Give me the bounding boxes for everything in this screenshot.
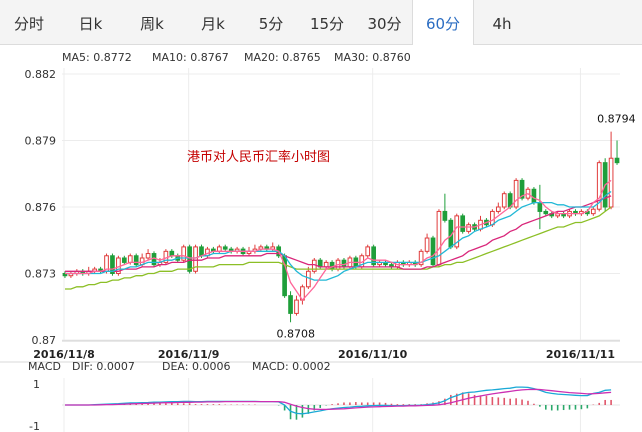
tab-7[interactable]: 60分	[412, 0, 474, 45]
tab-5[interactable]: 15分	[309, 15, 345, 33]
candle-body	[181, 246, 187, 261]
candle-body	[531, 188, 537, 204]
candle-body	[460, 215, 466, 232]
candle-body	[127, 255, 133, 263]
candlesticks	[62, 131, 620, 323]
price-chart: MA5: 0.8772 MA10: 0.8767 MA20: 0.8765 MA…	[0, 51, 642, 432]
date-label: 2016/11/8	[33, 348, 95, 361]
tab-3[interactable]: 月k	[201, 15, 225, 33]
price-tick-label: 0.882	[25, 68, 57, 81]
ma10-line	[65, 190, 612, 281]
macd-tick-label: 1	[33, 378, 40, 391]
period-tab-bar: 分时 日k 周k 月k 5分 15分 30分 60分 4h	[0, 0, 642, 45]
ma30-line	[65, 206, 612, 290]
date-label: 2016/11/9	[158, 348, 220, 361]
chart-overlay-title: 港币对人民币汇率小时图	[187, 149, 330, 165]
candle-body	[371, 246, 376, 266]
price-annotation: 0.8794	[597, 113, 636, 126]
date-label: 2016/11/11	[546, 348, 615, 361]
macd-legend-name: MACD	[28, 360, 61, 373]
tab-0[interactable]: 分时	[13, 15, 44, 33]
macd-panel	[62, 386, 620, 420]
price-tick-label: 0.873	[25, 268, 57, 281]
dea-legend-label: DEA: 0.0006	[162, 360, 230, 373]
macd-axis-ticks: 1 -1	[29, 378, 40, 432]
tab-1[interactable]: 日k	[78, 15, 103, 33]
price-axis-ticks: 0.882 0.879 0.876 0.873 0.87	[25, 68, 57, 347]
candle-body	[294, 299, 299, 314]
candle-body	[365, 246, 371, 257]
ma5-legend-label: MA5: 0.8772	[62, 51, 132, 64]
candle-body	[193, 246, 198, 272]
candle-body	[424, 237, 430, 252]
price-tick-label: 0.87	[32, 334, 57, 347]
chart-grid	[0, 68, 642, 432]
candle-body	[133, 255, 139, 266]
candle-body	[430, 237, 436, 266]
candle-body	[187, 246, 192, 272]
candle-body	[608, 157, 614, 208]
price-tick-label: 0.876	[25, 201, 57, 214]
candle-body	[513, 179, 519, 208]
candle-body	[454, 215, 460, 248]
candle-body	[614, 157, 620, 164]
candle-body	[501, 193, 507, 208]
candle-body	[222, 246, 228, 250]
macd-value-legend-label: MACD: 0.0002	[252, 360, 331, 373]
candle-body	[519, 179, 525, 199]
date-label: 2016/11/10	[338, 348, 408, 361]
dea-line	[65, 388, 612, 411]
ma5-line	[65, 179, 612, 302]
candle-body	[442, 210, 448, 221]
candle-body	[537, 202, 543, 212]
tab-4[interactable]: 5分	[258, 15, 284, 33]
moving-average-lines	[65, 179, 612, 302]
candle-body	[199, 246, 204, 257]
candle-body	[62, 273, 68, 277]
candle-body	[418, 250, 424, 266]
ma20-legend-label: MA20: 0.8765	[244, 51, 321, 64]
candle-body	[490, 210, 495, 226]
price-annotation: 0.8708	[277, 327, 316, 340]
candle-body	[110, 255, 115, 274]
ma-legend: MA5: 0.8772 MA10: 0.8767 MA20: 0.8765 MA…	[62, 51, 411, 64]
price-tick-label: 0.879	[25, 135, 57, 148]
tab-8[interactable]: 4h	[492, 15, 512, 33]
candle-body	[121, 257, 127, 263]
candle-body	[145, 253, 151, 259]
dif-line	[65, 386, 612, 415]
candle-body	[288, 295, 293, 314]
date-axis-labels: 2016/11/8 2016/11/9 2016/11/10 2016/11/11	[33, 348, 615, 361]
ma30-legend-label: MA30: 0.8760	[334, 51, 411, 64]
tab-6[interactable]: 30分	[367, 15, 402, 33]
macd-tick-label: -1	[29, 420, 40, 432]
dif-legend-label: DIF: 0.0007	[72, 360, 135, 373]
price-annotations: 0.8708 0.8794	[277, 113, 636, 341]
ma20-line	[65, 195, 612, 272]
candle-body	[466, 224, 471, 232]
candle-body	[596, 162, 602, 210]
ma10-legend-label: MA10: 0.8767	[152, 51, 229, 64]
tab-2[interactable]: 周k	[140, 15, 164, 33]
candle-body	[169, 250, 175, 257]
candle-body	[590, 208, 596, 215]
candle-body	[495, 206, 501, 212]
macd-legend: MACD DIF: 0.0007 DEA: 0.0006 MACD: 0.000…	[28, 360, 331, 373]
candle-body	[543, 210, 549, 215]
candle-body	[323, 261, 329, 268]
